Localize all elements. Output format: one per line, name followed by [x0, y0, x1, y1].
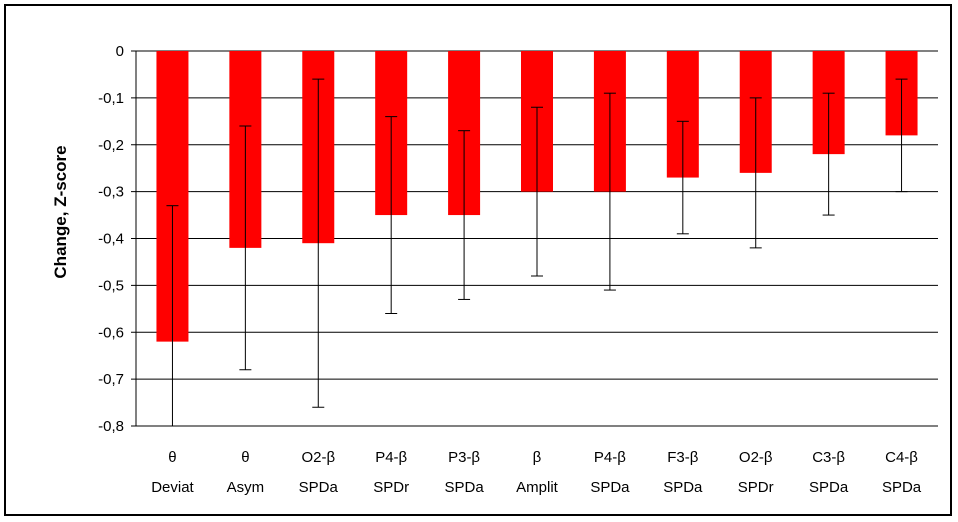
axes [131, 50, 938, 427]
x-tick-label: O2-β [739, 449, 773, 466]
y-tick-label: -0,4 [98, 231, 124, 248]
x-tick-label: SPDr [373, 479, 409, 496]
x-tick-label: θ [241, 449, 249, 466]
x-tick-label: SPDa [590, 479, 630, 496]
x-tick-label: SPDa [444, 479, 484, 496]
y-tick-label: -0,1 [98, 90, 124, 107]
y-tick-label: -0,5 [98, 277, 124, 294]
x-tick-label: SPDa [299, 479, 339, 496]
x-tick-labels: θ Deviat θ Asym O2-β SPDa P4-β SPDr P3-β SPDa β Amp… [151, 449, 922, 496]
y-tick-label: 0 [116, 43, 124, 60]
error-bars [166, 78, 908, 426]
y-tick-labels: 0 -0,1 -0,2 -0,3 -0,4 -0,5 -0,6 -0,7 -0,8 [98, 43, 124, 435]
y-tick-label: -0,8 [98, 418, 124, 435]
x-tick-label: P3-β [448, 449, 480, 466]
x-tick-label: SPDa [809, 479, 849, 496]
x-tick-label: SPDa [882, 479, 922, 496]
y-tick-label: -0,2 [98, 137, 124, 154]
x-tick-label: SPDa [663, 479, 703, 496]
x-tick-label: SPDr [738, 479, 774, 496]
x-tick-label: C4-β [885, 449, 918, 466]
y-tick-label: -0,3 [98, 184, 124, 201]
x-tick-label: β [533, 449, 542, 466]
x-tick-label: P4-β [375, 449, 407, 466]
x-tick-label: O2-β [301, 449, 335, 466]
x-tick-label: P4-β [594, 449, 626, 466]
y-tick-label: -0,6 [98, 324, 124, 341]
x-tick-label: θ [168, 449, 176, 466]
y-tick-label: -0,7 [98, 371, 124, 388]
x-tick-label: Deviat [151, 479, 194, 496]
x-tick-label: F3-β [667, 449, 699, 466]
x-tick-label: Asym [227, 479, 265, 496]
x-tick-label: C3-β [812, 449, 845, 466]
y-axis-title: Change, Z-score [51, 145, 70, 278]
x-tick-label: Amplit [516, 479, 559, 496]
